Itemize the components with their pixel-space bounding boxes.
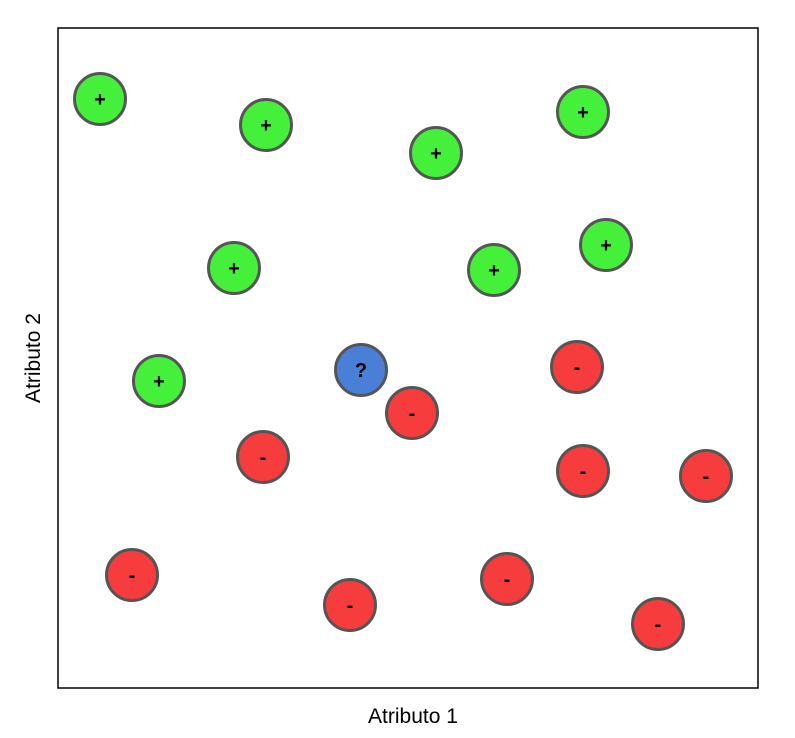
negative-point-marker xyxy=(236,430,290,484)
query-point-marker xyxy=(334,343,388,397)
positive-point: + xyxy=(579,218,633,272)
negative-point: - xyxy=(679,449,733,503)
negative-point: - xyxy=(550,340,604,394)
query-point-label: ? xyxy=(355,360,367,382)
query-point: ? xyxy=(334,343,388,397)
positive-point-label: + xyxy=(430,143,442,165)
positive-point: + xyxy=(467,243,521,297)
positive-point-label: + xyxy=(488,260,500,282)
y-axis-label: Atributo 2 xyxy=(22,313,45,403)
negative-point: - xyxy=(480,552,534,606)
negative-point-label: - xyxy=(574,357,581,379)
positive-point-marker xyxy=(132,354,186,408)
positive-point-label: + xyxy=(94,89,106,111)
positive-point-label: + xyxy=(260,115,272,137)
positive-point-label: + xyxy=(577,102,589,124)
negative-point-marker xyxy=(550,340,604,394)
x-axis-label: Atributo 1 xyxy=(368,705,458,728)
negative-point-label: - xyxy=(504,569,511,591)
positive-point-marker xyxy=(73,72,127,126)
negative-point-label: - xyxy=(129,565,136,587)
negative-point-marker xyxy=(631,597,685,651)
negative-point-label: - xyxy=(409,403,416,425)
negative-point-label: - xyxy=(260,447,267,469)
negative-point: - xyxy=(236,430,290,484)
negative-point-label: - xyxy=(347,595,354,617)
positive-point-marker xyxy=(239,98,293,152)
positive-point: + xyxy=(556,85,610,139)
negative-point: - xyxy=(323,578,377,632)
positive-point: + xyxy=(132,354,186,408)
negative-point-marker xyxy=(556,444,610,498)
points-layer: + + + + + + + + - - - - - - - - -? xyxy=(73,72,733,651)
negative-point-marker xyxy=(105,548,159,602)
positive-point-marker xyxy=(207,241,261,295)
negative-point-marker xyxy=(480,552,534,606)
positive-point-marker xyxy=(579,218,633,272)
negative-point: - xyxy=(631,597,685,651)
negative-point-label: - xyxy=(580,461,587,483)
positive-point-label: + xyxy=(228,258,240,280)
positive-point-marker xyxy=(556,85,610,139)
positive-point-marker xyxy=(467,243,521,297)
negative-point: - xyxy=(385,386,439,440)
negative-point-marker xyxy=(679,449,733,503)
positive-point-label: + xyxy=(153,371,165,393)
positive-point-marker xyxy=(409,126,463,180)
positive-point: + xyxy=(409,126,463,180)
negative-point-marker xyxy=(385,386,439,440)
negative-point: - xyxy=(105,548,159,602)
plot-frame xyxy=(57,27,759,689)
negative-point-label: - xyxy=(655,614,662,636)
negative-point: - xyxy=(556,444,610,498)
positive-point-label: + xyxy=(600,235,612,257)
negative-point-label: - xyxy=(703,466,710,488)
positive-point: + xyxy=(73,72,127,126)
positive-point: + xyxy=(239,98,293,152)
negative-point-marker xyxy=(323,578,377,632)
positive-point: + xyxy=(207,241,261,295)
